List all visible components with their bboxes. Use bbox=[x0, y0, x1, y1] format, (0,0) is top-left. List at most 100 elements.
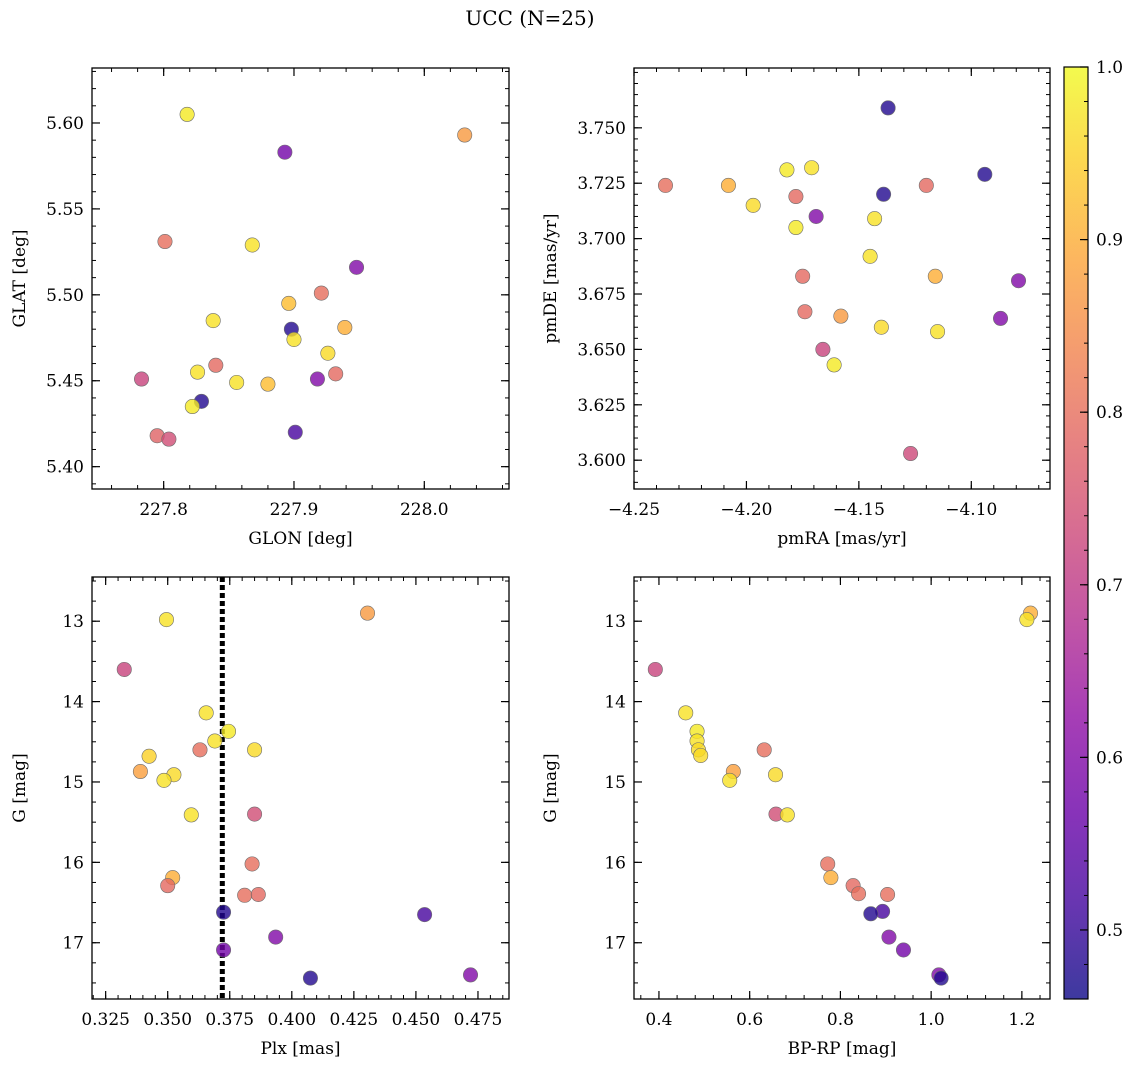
data-point bbox=[815, 341, 831, 357]
data-layer bbox=[116, 577, 479, 999]
data-point bbox=[309, 371, 325, 387]
data-point bbox=[977, 166, 993, 182]
data-point bbox=[349, 259, 365, 275]
x-tick-label: −4.20 bbox=[720, 500, 772, 520]
x-tick-label: 0.375 bbox=[205, 1010, 254, 1030]
colorbar-tick-label: 0.8 bbox=[1096, 403, 1123, 423]
y-tick-label: 16 bbox=[604, 853, 626, 873]
y-axis-label: GLAT [deg] bbox=[10, 229, 30, 327]
data-point bbox=[302, 970, 318, 986]
data-point bbox=[192, 742, 208, 758]
data-point bbox=[720, 177, 736, 193]
x-tick-label: −4.10 bbox=[945, 500, 997, 520]
colorbar-tick-label: 0.6 bbox=[1096, 748, 1123, 768]
data-point bbox=[788, 189, 804, 205]
data-point bbox=[244, 856, 260, 872]
data-point bbox=[693, 747, 709, 763]
data-point bbox=[360, 605, 376, 621]
data-point bbox=[795, 268, 811, 284]
y-tick-label: 3.675 bbox=[577, 285, 626, 305]
data-point bbox=[116, 661, 132, 677]
data-point bbox=[867, 211, 883, 227]
data-point bbox=[876, 186, 892, 202]
colorbar-frame bbox=[1063, 66, 1089, 1000]
y-tick-label: 3.600 bbox=[577, 451, 626, 471]
x-tick-label: 0.475 bbox=[454, 1010, 503, 1030]
data-point bbox=[826, 357, 842, 373]
data-layer bbox=[647, 605, 1038, 986]
data-point bbox=[216, 942, 232, 958]
data-point bbox=[237, 887, 253, 903]
data-layer bbox=[657, 100, 1027, 462]
data-point bbox=[221, 723, 237, 739]
x-tick-label: 0.425 bbox=[330, 1010, 379, 1030]
x-tick-label: 0.350 bbox=[143, 1010, 192, 1030]
data-point bbox=[216, 904, 232, 920]
y-tick-label: 17 bbox=[62, 934, 84, 954]
data-point bbox=[779, 807, 795, 823]
data-point bbox=[337, 319, 353, 335]
data-point bbox=[179, 106, 195, 122]
data-point bbox=[328, 366, 344, 382]
data-point bbox=[933, 970, 949, 986]
data-point bbox=[768, 767, 784, 783]
data-point bbox=[141, 748, 157, 764]
scatter-panel-4: 0.4 0.6 0.8 1.0 1.2 13 14 15 16 17 BP-RP [mag] G [m… bbox=[541, 576, 1051, 1059]
data-point bbox=[277, 144, 293, 160]
y-tick-label: 5.55 bbox=[46, 200, 84, 220]
data-point bbox=[132, 764, 148, 780]
x-tick-label: 0.6 bbox=[736, 1010, 763, 1030]
data-point bbox=[873, 319, 889, 335]
data-point bbox=[156, 772, 172, 788]
data-point bbox=[457, 127, 473, 143]
data-point bbox=[657, 177, 673, 193]
data-point bbox=[287, 424, 303, 440]
data-point bbox=[880, 100, 896, 116]
colorbar-tick-label: 0.7 bbox=[1096, 576, 1123, 596]
axes-frame bbox=[633, 576, 1051, 1000]
x-axis-label: BP-RP [mag] bbox=[788, 1039, 897, 1059]
data-point bbox=[205, 313, 221, 329]
data-point bbox=[281, 295, 297, 311]
data-point bbox=[190, 364, 206, 380]
colorbar-tick-label: 0.5 bbox=[1096, 921, 1123, 941]
y-axis-label: G [mag] bbox=[10, 753, 30, 822]
x-axis-label: Plx [mas] bbox=[260, 1039, 340, 1059]
data-point bbox=[863, 906, 879, 922]
data-point bbox=[286, 332, 302, 348]
data-point bbox=[247, 742, 263, 758]
data-point bbox=[1011, 273, 1027, 289]
x-tick-label: −4.15 bbox=[833, 500, 885, 520]
scatter-panel-1: 227.8 227.9 228.0 5.40 5.45 5.50 5.55 5.60 GLON … bbox=[10, 67, 510, 549]
y-tick-label: 3.725 bbox=[577, 174, 626, 194]
x-tick-label: −4.25 bbox=[608, 500, 660, 520]
x-axis-label: GLON [deg] bbox=[248, 529, 352, 549]
data-point bbox=[244, 237, 260, 253]
data-point bbox=[268, 929, 284, 945]
y-tick-label: 15 bbox=[604, 773, 626, 793]
x-tick-label: 228.0 bbox=[400, 500, 449, 520]
data-point bbox=[417, 907, 433, 923]
data-point bbox=[463, 967, 479, 983]
x-tick-label: 227.8 bbox=[139, 500, 188, 520]
x-tick-label: 227.9 bbox=[270, 500, 319, 520]
colorbar-tick-label: 0.9 bbox=[1096, 231, 1123, 251]
scatter-panel-2: −4.25 −4.20 −4.15 −4.10 3.600 3.625 3.650 3.675… bbox=[541, 67, 1051, 549]
colorbar: 0.5 0.6 0.7 0.8 0.9 1.0 bbox=[1063, 58, 1123, 1000]
data-point bbox=[161, 431, 177, 447]
data-point bbox=[820, 856, 836, 872]
y-tick-label: 3.700 bbox=[577, 230, 626, 250]
data-point bbox=[788, 220, 804, 236]
data-point bbox=[895, 942, 911, 958]
data-point bbox=[722, 772, 738, 788]
x-tick-label: 1.2 bbox=[1008, 1010, 1035, 1030]
data-point bbox=[833, 308, 849, 324]
data-point bbox=[678, 705, 694, 721]
data-point bbox=[647, 661, 663, 677]
data-point bbox=[993, 310, 1009, 326]
data-point bbox=[756, 742, 772, 758]
data-point bbox=[260, 376, 276, 392]
data-point bbox=[823, 870, 839, 886]
data-point bbox=[862, 248, 878, 264]
